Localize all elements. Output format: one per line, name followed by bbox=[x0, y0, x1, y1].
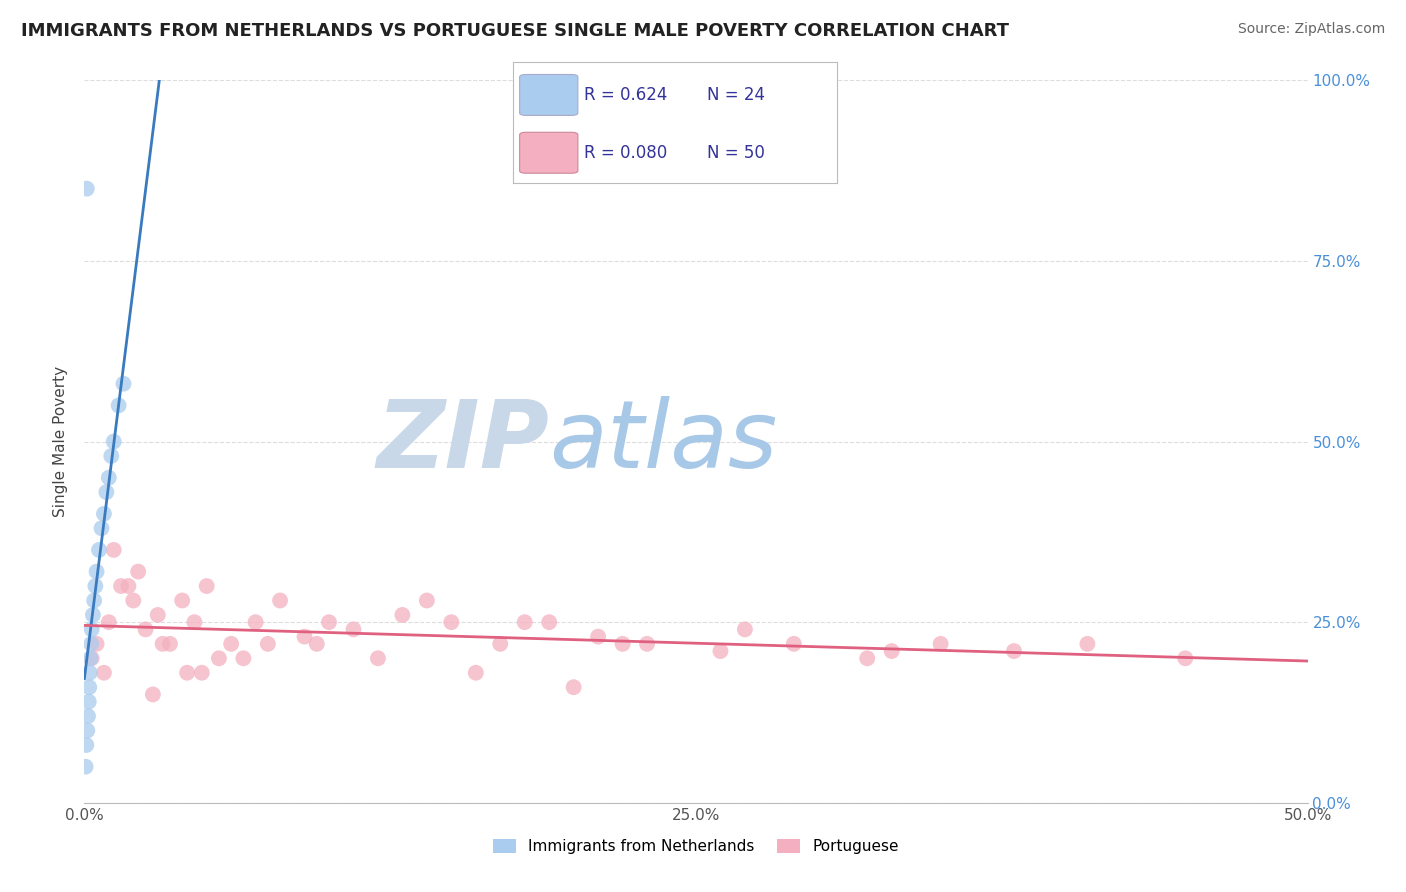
Point bbox=[489, 637, 512, 651]
Point bbox=[97, 615, 120, 630]
Point bbox=[269, 593, 291, 607]
Point bbox=[93, 507, 115, 521]
Point bbox=[110, 579, 132, 593]
Point bbox=[77, 695, 100, 709]
Point bbox=[84, 579, 107, 593]
Point bbox=[93, 665, 115, 680]
Text: IMMIGRANTS FROM NETHERLANDS VS PORTUGUESE SINGLE MALE POVERTY CORRELATION CHART: IMMIGRANTS FROM NETHERLANDS VS PORTUGUES… bbox=[21, 22, 1010, 40]
Point bbox=[87, 542, 110, 557]
Point bbox=[562, 680, 585, 694]
Point bbox=[77, 709, 100, 723]
Point bbox=[83, 593, 105, 607]
Point bbox=[80, 637, 103, 651]
Point bbox=[367, 651, 389, 665]
Point bbox=[245, 615, 267, 630]
Point bbox=[76, 723, 98, 738]
Point bbox=[135, 623, 157, 637]
Point bbox=[152, 637, 174, 651]
Point bbox=[79, 651, 101, 665]
Point bbox=[122, 593, 145, 607]
Point bbox=[97, 471, 120, 485]
Point bbox=[294, 630, 316, 644]
Point bbox=[538, 615, 561, 630]
Point bbox=[929, 637, 952, 651]
Point bbox=[709, 644, 731, 658]
Text: atlas: atlas bbox=[550, 396, 778, 487]
Point bbox=[82, 607, 104, 622]
Point bbox=[107, 398, 129, 412]
Text: ZIP: ZIP bbox=[377, 395, 550, 488]
Point bbox=[191, 665, 214, 680]
Point bbox=[142, 687, 165, 701]
Point bbox=[117, 579, 139, 593]
FancyBboxPatch shape bbox=[520, 75, 578, 115]
Point bbox=[183, 615, 205, 630]
Text: N = 24: N = 24 bbox=[707, 86, 765, 104]
Point bbox=[90, 521, 112, 535]
Point bbox=[856, 651, 879, 665]
Point bbox=[586, 630, 609, 644]
FancyBboxPatch shape bbox=[520, 132, 578, 173]
Point bbox=[146, 607, 169, 622]
Point bbox=[75, 738, 97, 752]
Point bbox=[103, 542, 125, 557]
Point bbox=[195, 579, 218, 593]
Point bbox=[86, 565, 108, 579]
Point bbox=[783, 637, 806, 651]
Point bbox=[391, 607, 413, 622]
Point bbox=[318, 615, 340, 630]
Point bbox=[219, 637, 242, 651]
Text: R = 0.624: R = 0.624 bbox=[585, 86, 668, 104]
Point bbox=[77, 680, 100, 694]
Point bbox=[76, 182, 98, 196]
Point bbox=[80, 623, 103, 637]
Point bbox=[79, 665, 101, 680]
Point bbox=[464, 665, 486, 680]
Point bbox=[176, 665, 198, 680]
Point bbox=[96, 485, 118, 500]
Point bbox=[103, 434, 125, 449]
Point bbox=[100, 449, 122, 463]
Text: N = 50: N = 50 bbox=[707, 144, 765, 161]
Point bbox=[734, 623, 756, 637]
Point bbox=[232, 651, 254, 665]
Point bbox=[880, 644, 903, 658]
Point bbox=[86, 637, 108, 651]
Text: Source: ZipAtlas.com: Source: ZipAtlas.com bbox=[1237, 22, 1385, 37]
Point bbox=[112, 376, 135, 391]
Point bbox=[75, 760, 97, 774]
Point bbox=[342, 623, 364, 637]
Point bbox=[172, 593, 194, 607]
Legend: Immigrants from Netherlands, Portuguese: Immigrants from Netherlands, Portuguese bbox=[486, 833, 905, 860]
Point bbox=[1076, 637, 1098, 651]
Point bbox=[1002, 644, 1025, 658]
Point bbox=[440, 615, 463, 630]
Point bbox=[127, 565, 149, 579]
Point bbox=[416, 593, 439, 607]
Point bbox=[513, 615, 536, 630]
Point bbox=[257, 637, 280, 651]
Point bbox=[159, 637, 181, 651]
Point bbox=[636, 637, 658, 651]
Point bbox=[612, 637, 634, 651]
Point bbox=[1174, 651, 1197, 665]
Point bbox=[80, 651, 103, 665]
Point bbox=[208, 651, 231, 665]
Text: R = 0.080: R = 0.080 bbox=[585, 144, 668, 161]
Y-axis label: Single Male Poverty: Single Male Poverty bbox=[53, 366, 69, 517]
Point bbox=[305, 637, 328, 651]
